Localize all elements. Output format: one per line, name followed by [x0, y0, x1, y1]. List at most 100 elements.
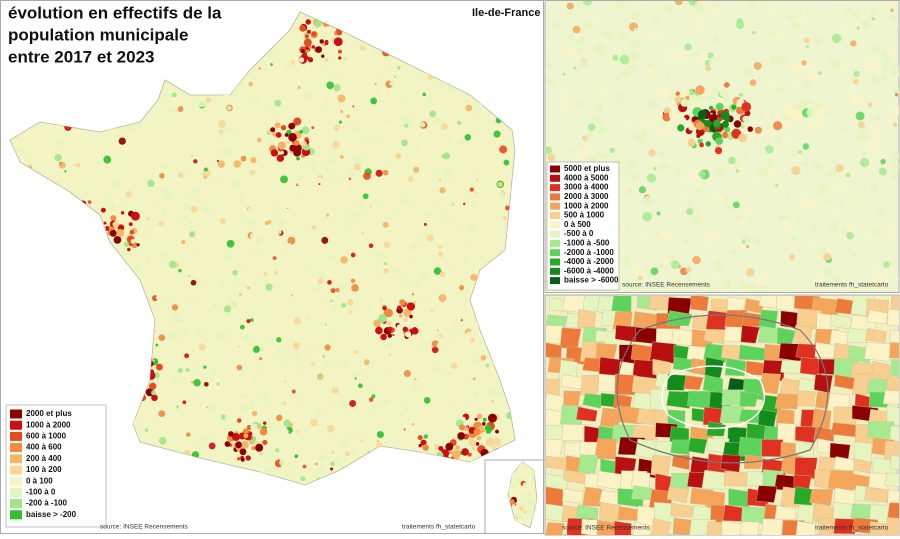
commune: [872, 22, 876, 26]
commune: [279, 60, 285, 66]
commune: [149, 382, 157, 390]
commune: [423, 222, 427, 226]
commune: [430, 308, 434, 312]
commune: [826, 283, 831, 288]
legend-label: -100 à 0: [26, 488, 56, 497]
source: source: INSEE Recensements: [562, 525, 651, 532]
commune: [828, 168, 838, 178]
commune: [175, 315, 184, 323]
commune: [317, 95, 325, 104]
commune: [236, 418, 242, 423]
commune: [203, 381, 209, 387]
commune: [614, 520, 632, 535]
commune: [567, 33, 576, 41]
commune: [721, 120, 729, 128]
commune: [211, 369, 217, 376]
legend-label: -1000 à -500: [564, 239, 610, 248]
commune: [698, 109, 708, 119]
commune: [418, 444, 422, 448]
commune: [684, 43, 692, 51]
commune: [299, 396, 306, 403]
commune: [165, 295, 171, 301]
commune: [439, 187, 446, 194]
commune: [560, 91, 567, 98]
commune: [268, 220, 272, 224]
legend-label: 1000 à 2000: [26, 420, 71, 429]
commune: [464, 97, 470, 104]
commune: [313, 449, 321, 457]
commune: [749, 221, 756, 228]
commune: [182, 214, 190, 222]
commune: [404, 404, 410, 411]
commune: [514, 475, 521, 483]
commune: [250, 318, 254, 322]
commune: [299, 130, 303, 134]
commune: [397, 209, 401, 214]
commune: [248, 81, 253, 87]
commune: [593, 115, 602, 124]
commune: [845, 246, 849, 251]
commune: [228, 431, 234, 437]
commune: [890, 358, 899, 377]
commune: [709, 194, 716, 201]
commune: [843, 138, 848, 143]
commune: [414, 103, 423, 111]
commune: [712, 56, 717, 61]
commune: [411, 327, 419, 335]
commune: [808, 72, 819, 82]
commune: [627, 188, 634, 195]
commune: [311, 224, 317, 230]
commune: [485, 197, 493, 204]
commune: [217, 142, 226, 151]
commune: [468, 438, 477, 447]
title-line: entre 2017 et 2023: [8, 47, 155, 66]
commune: [426, 128, 429, 131]
commune: [232, 270, 238, 276]
commune: [562, 72, 566, 76]
commune: [436, 202, 441, 206]
commune: [238, 81, 244, 87]
commune: [159, 249, 168, 258]
commune: [190, 380, 194, 384]
commune: [237, 298, 245, 306]
commune: [792, 206, 796, 210]
commune: [128, 222, 133, 227]
commune: [182, 202, 189, 209]
commune: [412, 335, 421, 344]
commune: [355, 300, 360, 305]
commune: [317, 270, 326, 279]
commune: [343, 57, 347, 61]
commune: [733, 120, 742, 128]
commune: [168, 183, 174, 190]
legend-swatch: [10, 510, 22, 520]
commune: [288, 122, 296, 130]
commune: [894, 276, 899, 282]
commune: [681, 88, 690, 97]
commune: [449, 398, 453, 403]
commune: [415, 129, 420, 134]
commune: [650, 388, 670, 411]
legend-label: -6000 à -4000: [564, 266, 614, 275]
commune: [525, 465, 532, 472]
commune: [326, 81, 334, 90]
commune: [784, 117, 794, 127]
commune: [612, 47, 618, 52]
commune: [300, 69, 304, 73]
commune: [438, 294, 447, 303]
commune: [380, 254, 387, 260]
commune: [324, 331, 330, 337]
commune: [263, 421, 267, 425]
commune: [232, 364, 238, 371]
commune: [435, 187, 440, 193]
commune: [284, 201, 292, 209]
commune: [222, 93, 231, 101]
commune: [432, 277, 437, 282]
commune: [746, 268, 755, 277]
commune: [434, 117, 441, 124]
commune: [244, 220, 249, 225]
commune: [433, 366, 440, 373]
commune: [460, 258, 465, 263]
commune: [300, 246, 309, 254]
commune: [318, 454, 326, 462]
commune: [116, 244, 123, 251]
